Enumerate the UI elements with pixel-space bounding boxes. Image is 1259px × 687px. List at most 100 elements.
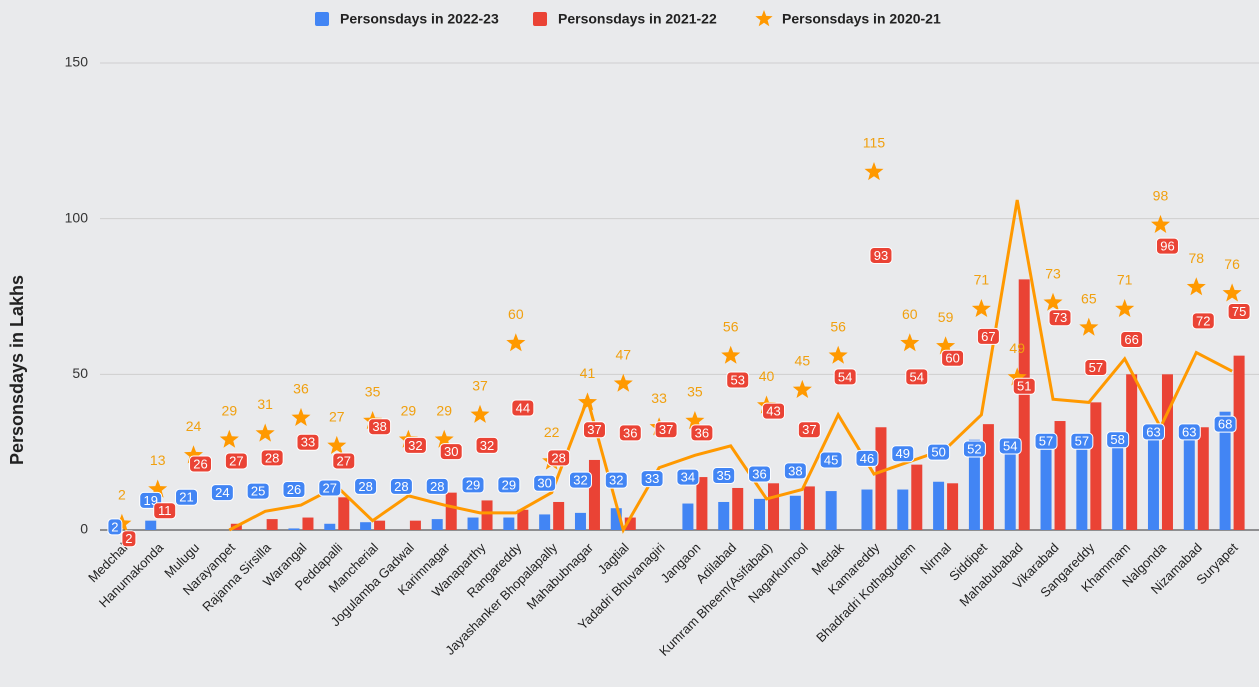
data-label-box (869, 246, 893, 264)
data-label: 45 (824, 452, 838, 467)
data-label: 32 (480, 438, 494, 453)
data-label-box (318, 479, 342, 497)
data-label-box (568, 471, 592, 489)
data-label: 50 (931, 445, 945, 460)
data-label: 30 (444, 444, 458, 459)
star-marker (864, 162, 884, 181)
bar (445, 492, 457, 530)
data-label: 54 (910, 369, 924, 384)
data-label: 29 (222, 402, 238, 418)
data-label: 71 (1117, 272, 1133, 288)
data-label-box (819, 451, 843, 469)
data-label-box (1120, 331, 1144, 349)
data-label: 57 (1075, 434, 1089, 449)
data-label: 36 (695, 425, 709, 440)
data-label: 44 (516, 400, 530, 415)
star-marker (578, 392, 597, 411)
data-label: 24 (186, 418, 202, 434)
data-label: 13 (150, 452, 166, 468)
data-label: 53 (730, 372, 744, 387)
data-label: 2 (125, 531, 132, 546)
bar (409, 520, 421, 530)
data-label-box (748, 465, 772, 483)
data-label-box (461, 476, 485, 494)
data-label-box (582, 421, 606, 439)
star-marker (828, 345, 848, 364)
bar (374, 520, 386, 530)
bar (982, 424, 994, 530)
data-label-box (1213, 415, 1237, 433)
data-label: 35 (716, 468, 730, 483)
data-label: 29 (466, 477, 480, 492)
bar (1126, 374, 1138, 530)
data-label: 71 (974, 272, 990, 288)
bar (1090, 402, 1102, 530)
data-label: 28 (358, 479, 372, 494)
data-label: 75 (1232, 304, 1246, 319)
data-label-box (712, 467, 736, 485)
data-label: 27 (229, 453, 243, 468)
data-label-box (1034, 432, 1058, 450)
data-label-box (389, 477, 413, 495)
data-label-box (1070, 432, 1094, 450)
bar (360, 522, 372, 530)
data-label: 56 (723, 318, 739, 334)
data-label: 41 (580, 365, 596, 381)
bar (302, 517, 314, 530)
data-label-box (403, 436, 427, 454)
bar (947, 483, 959, 530)
data-label: 25 (251, 484, 265, 499)
star-marker (434, 429, 454, 448)
data-label-box (654, 421, 678, 439)
bar (789, 495, 801, 530)
bar (539, 514, 551, 530)
data-label: 28 (394, 479, 408, 494)
data-label: 27 (337, 453, 351, 468)
bar (1018, 279, 1030, 530)
data-label: 29 (436, 402, 452, 418)
data-label: 29 (401, 402, 417, 418)
data-label: 78 (1188, 250, 1204, 266)
data-label: 68 (1218, 417, 1232, 432)
data-label-box (153, 502, 177, 520)
data-label: 32 (573, 473, 587, 488)
data-label: 37 (802, 422, 816, 437)
data-label: 60 (945, 351, 959, 366)
data-label-box (855, 449, 879, 467)
data-label: 54 (838, 369, 852, 384)
star-marker (1222, 283, 1242, 302)
data-label: 73 (1045, 265, 1061, 281)
legend-swatch (315, 12, 329, 26)
data-label: 60 (508, 306, 524, 322)
data-label: 66 (1124, 332, 1138, 347)
legend-label: Personsdays in 2022-23 (340, 11, 499, 27)
bar (968, 439, 980, 530)
star-marker (1186, 277, 1206, 296)
bar (718, 501, 730, 530)
data-label: 51 (1017, 379, 1031, 394)
star-marker (219, 429, 239, 448)
data-label-box (726, 371, 750, 389)
data-label-box (425, 477, 449, 495)
data-label: 67 (981, 329, 995, 344)
data-label: 2 (111, 519, 118, 534)
data-label: 21 (179, 490, 193, 505)
data-label: 63 (1182, 424, 1196, 439)
data-label-box (1141, 423, 1165, 441)
data-label: 47 (615, 346, 631, 362)
legend-label: Personsdays in 2021-22 (558, 11, 717, 27)
data-label-box (246, 482, 270, 500)
data-label-box (1012, 377, 1036, 395)
bar (768, 483, 780, 530)
x-tick-label: Hanumakonda (96, 539, 167, 610)
data-label: 33 (651, 390, 667, 406)
data-label-box (547, 449, 571, 467)
data-label: 36 (623, 425, 637, 440)
star-marker (900, 333, 920, 352)
data-label: 24 (215, 485, 229, 500)
data-label: 57 (1089, 360, 1103, 375)
data-label-box (439, 443, 463, 461)
bar (467, 517, 479, 530)
data-label-box (368, 418, 392, 436)
data-label: 60 (902, 306, 918, 322)
